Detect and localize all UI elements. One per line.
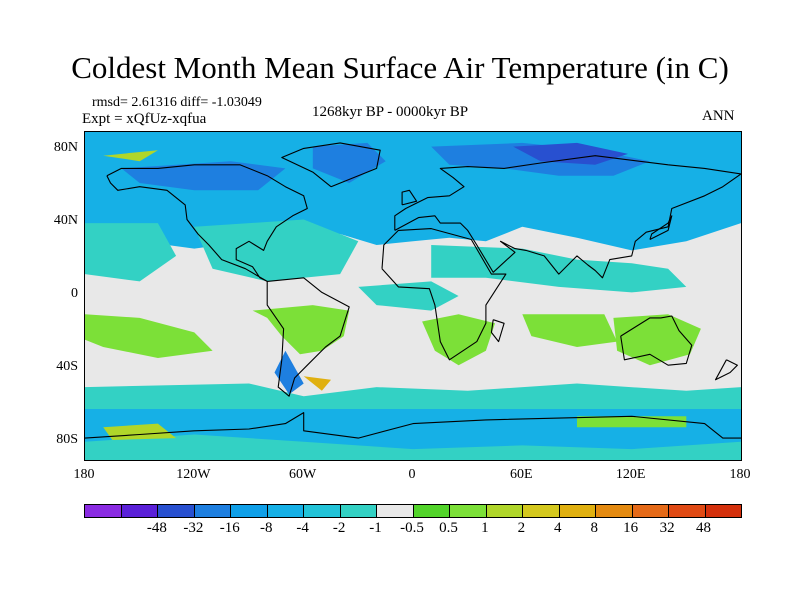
colorbar-label: -2 <box>332 520 346 536</box>
colorbar-box <box>450 505 487 517</box>
warm-region-east-antarctic-coast <box>577 416 687 428</box>
colorbar-label: 16 <box>623 520 639 536</box>
coast-greenland <box>281 142 381 188</box>
coast-madagascar <box>490 319 505 343</box>
y-tick-label: 40N <box>53 213 78 229</box>
cool-region-tropical-asia <box>431 245 687 293</box>
colorbar-label: 32 <box>659 520 675 536</box>
x-tick-label: 180 <box>729 467 751 482</box>
cold-core-arctic-siberia <box>513 142 628 165</box>
colorbar-label: 0.5 <box>439 520 458 536</box>
colorbar-label: 48 <box>696 520 712 536</box>
cool-region-north <box>85 132 741 251</box>
colorbar-box <box>85 505 122 517</box>
warm-region-south-pacific <box>85 314 213 358</box>
colorbar-box <box>231 505 268 517</box>
colorbar-label: -48 <box>146 520 167 536</box>
colorbar-box <box>377 505 414 517</box>
colorbar-label: 8 <box>590 520 598 536</box>
warm-region-southern-africa <box>422 314 495 366</box>
warm-region-south-america <box>252 305 350 355</box>
x-tick-label: 180 <box>73 467 95 482</box>
coast-south-america <box>266 277 350 397</box>
season-label: ANN <box>702 108 735 124</box>
cool-region-north-pacific-west <box>85 223 177 282</box>
coast-new-zealand <box>714 359 738 381</box>
y-tick-label: 80S <box>56 431 78 447</box>
colorbar-label: -0.5 <box>400 520 424 536</box>
cool-region-tropical-atlantic <box>358 281 459 311</box>
x-tick-label: 120E <box>615 467 646 482</box>
coast-australia <box>620 315 693 366</box>
coast-uk <box>401 189 418 206</box>
map-panel <box>84 131 742 461</box>
colorbar-box <box>596 505 633 517</box>
colorbar-label: 4 <box>554 520 562 536</box>
colorbar-label: -4 <box>296 520 309 536</box>
colorbar-label: 2 <box>517 520 526 536</box>
colorbar-label: -1 <box>369 520 382 536</box>
colorbar-box <box>340 505 377 517</box>
coast-eurasia <box>394 155 741 279</box>
colorbar-box <box>304 505 341 517</box>
colorbar-box <box>559 505 596 517</box>
warm-region-indian-ocean <box>522 314 618 347</box>
x-tick-label: 0 <box>408 467 416 482</box>
warm-core-south-atlantic <box>303 376 331 391</box>
colorbar-box <box>486 505 523 517</box>
colorbar-box <box>267 505 304 517</box>
colorbar-label: -8 <box>259 520 273 536</box>
colorbar-box <box>158 505 195 517</box>
colorbar-box <box>669 505 706 517</box>
colorbar-label: 1 <box>481 520 489 536</box>
period-label: 1268kyr BP - 0000kyr BP <box>312 104 469 120</box>
colorbar <box>84 504 742 518</box>
coast-north-america <box>106 164 308 282</box>
experiment-label: Expt = xQfUz-xqfua <box>82 111 207 127</box>
temperature-anomaly-map <box>85 132 741 460</box>
x-tick-label: 60W <box>289 467 317 482</box>
y-tick-label: 0 <box>71 286 78 301</box>
colorbar-box <box>194 505 231 517</box>
x-tick-label: 60E <box>510 467 533 482</box>
colorbar-box <box>632 505 669 517</box>
colorbar-box <box>413 505 450 517</box>
cool-region-antarctic-plateau <box>85 434 741 460</box>
coast-africa <box>381 228 507 361</box>
cool-region-north-atlantic-subtropics <box>194 219 359 282</box>
y-tick-label: 80N <box>53 140 78 156</box>
coast-japan <box>649 215 673 240</box>
cool-region-southern-midlatitudes <box>85 383 741 409</box>
rmsd-diff-stats: rmsd= 2.61316 diff= -1.03049 <box>92 95 262 110</box>
colorbar-box <box>121 505 158 517</box>
colorbar-box <box>705 505 741 517</box>
warm-region-beaufort <box>103 150 158 162</box>
colorbar-label: -32 <box>183 520 204 536</box>
x-tick-label: 120W <box>176 467 211 482</box>
cold-core-greenland <box>312 142 386 183</box>
y-tick-label: 40S <box>56 358 78 374</box>
coast-antarctica <box>85 412 741 439</box>
colorbar-label: -16 <box>219 520 240 536</box>
plot-title: Coldest Month Mean Surface Air Temperatu… <box>71 50 729 85</box>
colorbar-box <box>523 505 560 517</box>
